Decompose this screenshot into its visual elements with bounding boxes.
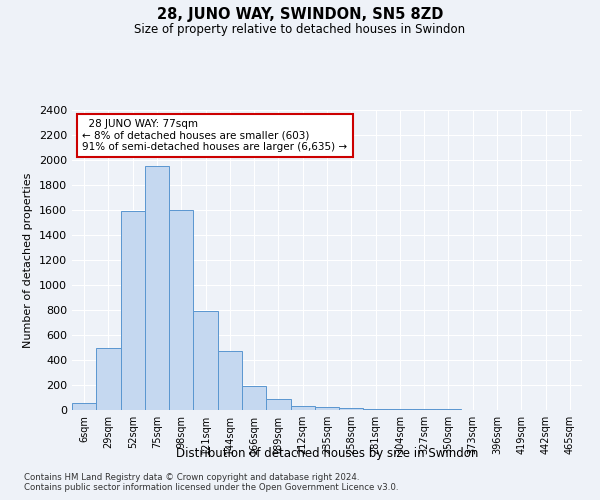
Text: 28, JUNO WAY, SWINDON, SN5 8ZD: 28, JUNO WAY, SWINDON, SN5 8ZD [157, 8, 443, 22]
Bar [290, 406, 315, 410]
Bar [193, 311, 218, 410]
Text: Distribution of detached houses by size in Swindon: Distribution of detached houses by size … [176, 448, 478, 460]
Bar [145, 166, 169, 410]
Y-axis label: Number of detached properties: Number of detached properties [23, 172, 34, 348]
Text: 28 JUNO WAY: 77sqm
← 8% of detached houses are smaller (603)
91% of semi-detache: 28 JUNO WAY: 77sqm ← 8% of detached hous… [82, 119, 347, 152]
Text: Size of property relative to detached houses in Swindon: Size of property relative to detached ho… [134, 22, 466, 36]
Text: Contains HM Land Registry data © Crown copyright and database right 2024.: Contains HM Land Registry data © Crown c… [24, 472, 359, 482]
Bar [242, 386, 266, 410]
Bar [72, 402, 96, 410]
Bar [169, 210, 193, 410]
Bar [315, 406, 339, 410]
Bar [96, 348, 121, 410]
Bar [339, 408, 364, 410]
Bar [266, 399, 290, 410]
Bar [121, 211, 145, 410]
Text: Contains public sector information licensed under the Open Government Licence v3: Contains public sector information licen… [24, 484, 398, 492]
Bar [218, 351, 242, 410]
